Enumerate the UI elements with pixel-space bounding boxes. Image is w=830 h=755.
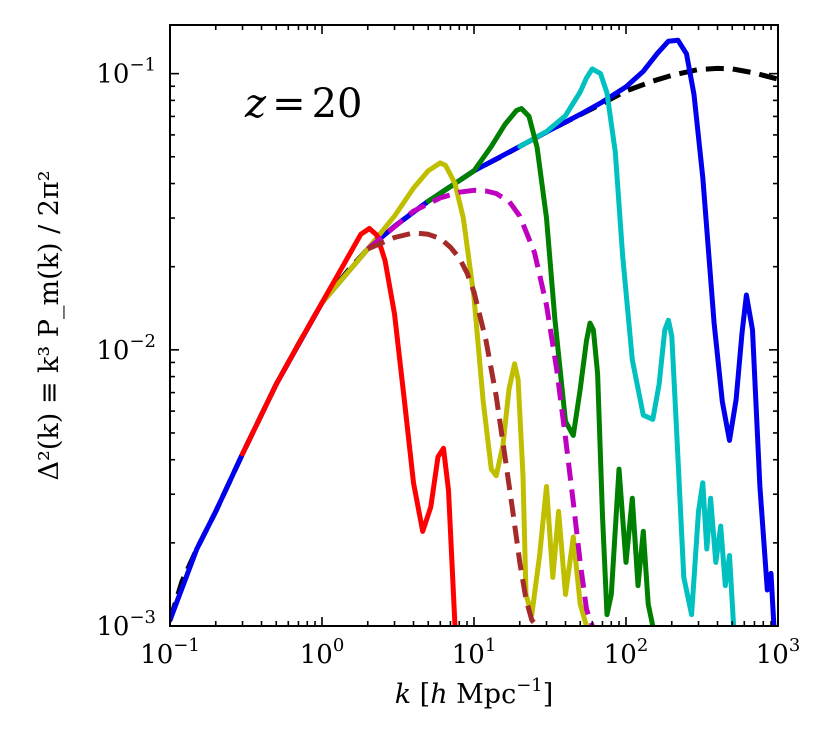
y-axis-label: Δ²(k) ≡ k³ P_m(k) / 2π² <box>34 170 65 480</box>
x-axis-label: k [h Mpc−1] <box>395 675 554 710</box>
x-tick-label: 10−1 <box>140 635 200 670</box>
series-line-3 <box>517 66 737 626</box>
series-line-4 <box>425 106 656 626</box>
series-layer <box>170 37 778 626</box>
tick-layer <box>169 25 779 627</box>
redshift-annotation: z = 20 <box>244 81 363 127</box>
series-line-8 <box>366 230 539 626</box>
series-line-6 <box>240 226 458 626</box>
x-tick-label: 101 <box>452 635 497 670</box>
x-tick-label: 103 <box>756 635 801 670</box>
y-tick-label: 10−2 <box>96 331 156 366</box>
x-tick-label: 102 <box>604 635 649 670</box>
y-tick-label: 10−1 <box>96 55 156 90</box>
series-line-5 <box>319 160 589 626</box>
series-line-7 <box>366 187 595 626</box>
x-tick-label: 100 <box>300 635 345 670</box>
label-layer: 10−1 100 101 102 103 10−3 10−2 10−1 k [h Mpc−1] Δ… <box>34 55 800 710</box>
series-line-1 <box>170 65 778 621</box>
y-tick-label: 10−3 <box>96 607 156 642</box>
